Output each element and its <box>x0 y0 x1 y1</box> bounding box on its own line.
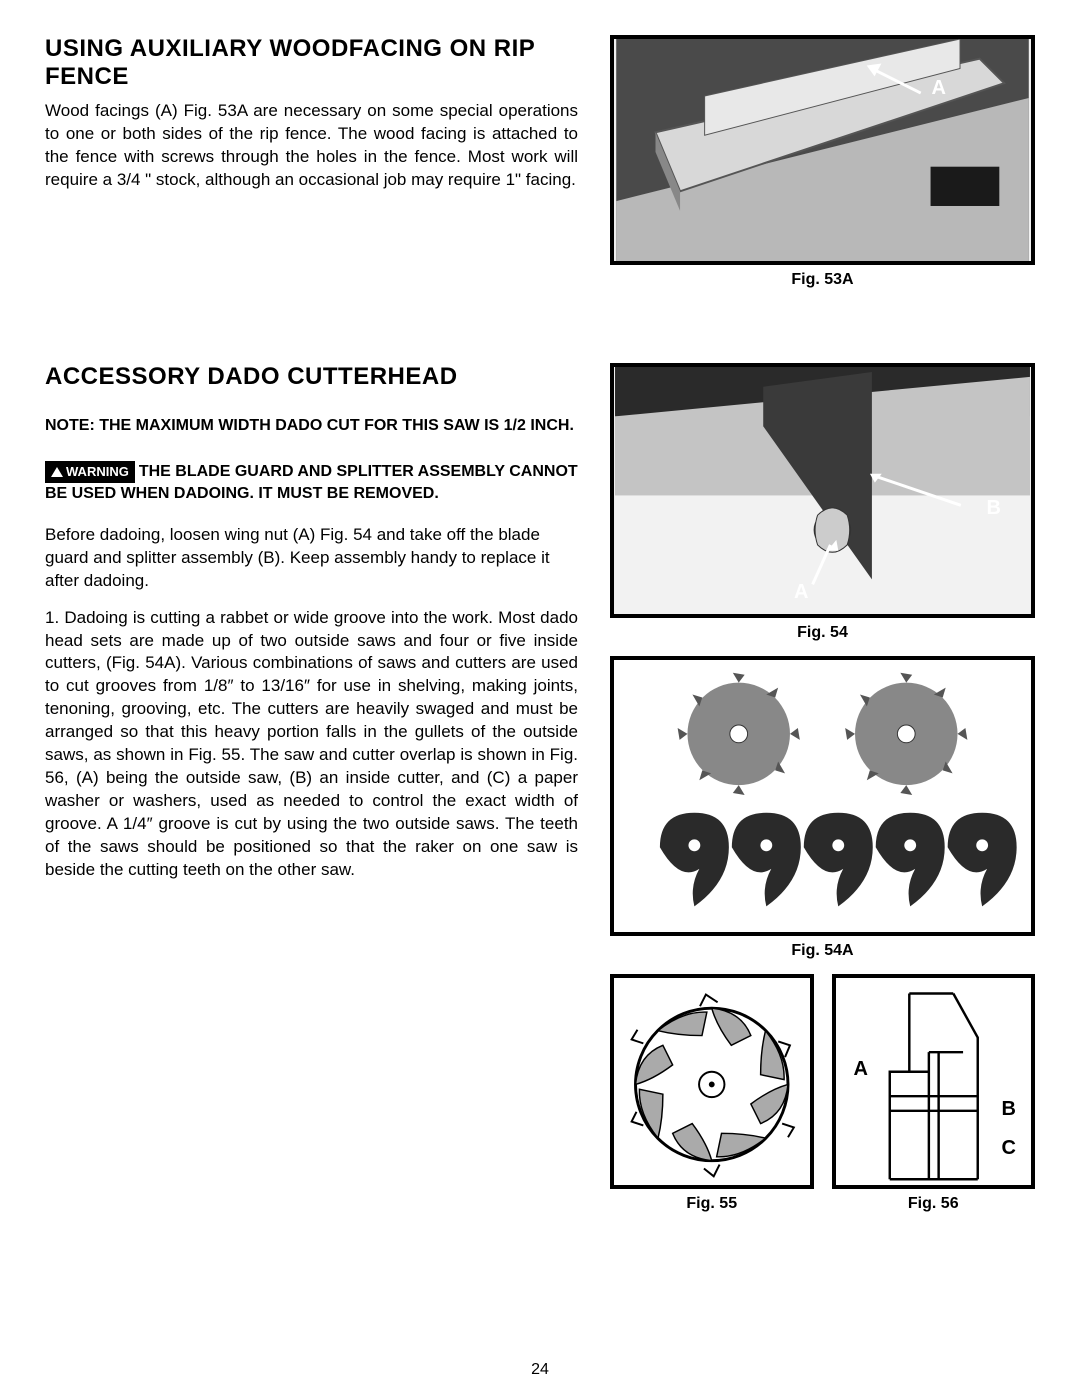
page-number: 24 <box>0 1361 1080 1379</box>
note-dado-width: NOTE: THE MAXIMUM WIDTH DADO CUT FOR THI… <box>45 415 578 437</box>
caption-53a: Fig. 53A <box>610 271 1035 289</box>
callout-a-53a: A <box>932 77 946 100</box>
section-woodfacing: USING AUXILIARY WOODFACING ON RIP FENCE … <box>45 35 1035 303</box>
warning-label: WARNING <box>66 464 129 479</box>
caption-54a: Fig. 54A <box>610 942 1035 960</box>
callout-c-56: C <box>1002 1137 1016 1160</box>
heading-woodfacing: USING AUXILIARY WOODFACING ON RIP FENCE <box>45 35 578 90</box>
warning-guard: WARNINGTHE BLADE GUARD AND SPLITTER ASSE… <box>45 461 578 506</box>
callout-a-56: A <box>854 1058 868 1081</box>
body-dado-1: Before dadoing, loosen wing nut (A) Fig.… <box>45 524 578 593</box>
warning-badge: WARNING <box>45 461 135 483</box>
callout-b-56: B <box>1002 1098 1016 1121</box>
figure-53a: A <box>610 35 1035 265</box>
caption-55: Fig. 55 <box>610 1195 814 1213</box>
body-woodfacing: Wood facings (A) Fig. 53A are necessary … <box>45 100 578 192</box>
section-dado: ACCESSORY DADO CUTTERHEAD NOTE: THE MAXI… <box>45 363 1035 1227</box>
figure-56: A B C <box>832 974 1036 1189</box>
figure-row-55-56: Fig. 55 <box>610 974 1035 1227</box>
heading-dado: ACCESSORY DADO CUTTERHEAD <box>45 363 578 391</box>
caption-56: Fig. 56 <box>832 1195 1036 1213</box>
figure-55 <box>610 974 814 1189</box>
figure-54a <box>610 656 1035 936</box>
figure-54: B A <box>610 363 1035 618</box>
callout-a-54: A <box>794 581 808 604</box>
body-dado-2: 1. Dadoing is cutting a rabbet or wide g… <box>45 607 578 882</box>
caption-54: Fig. 54 <box>610 624 1035 642</box>
manual-page: USING AUXILIARY WOODFACING ON RIP FENCE … <box>0 0 1080 1397</box>
callout-b-54: B <box>987 497 1001 520</box>
